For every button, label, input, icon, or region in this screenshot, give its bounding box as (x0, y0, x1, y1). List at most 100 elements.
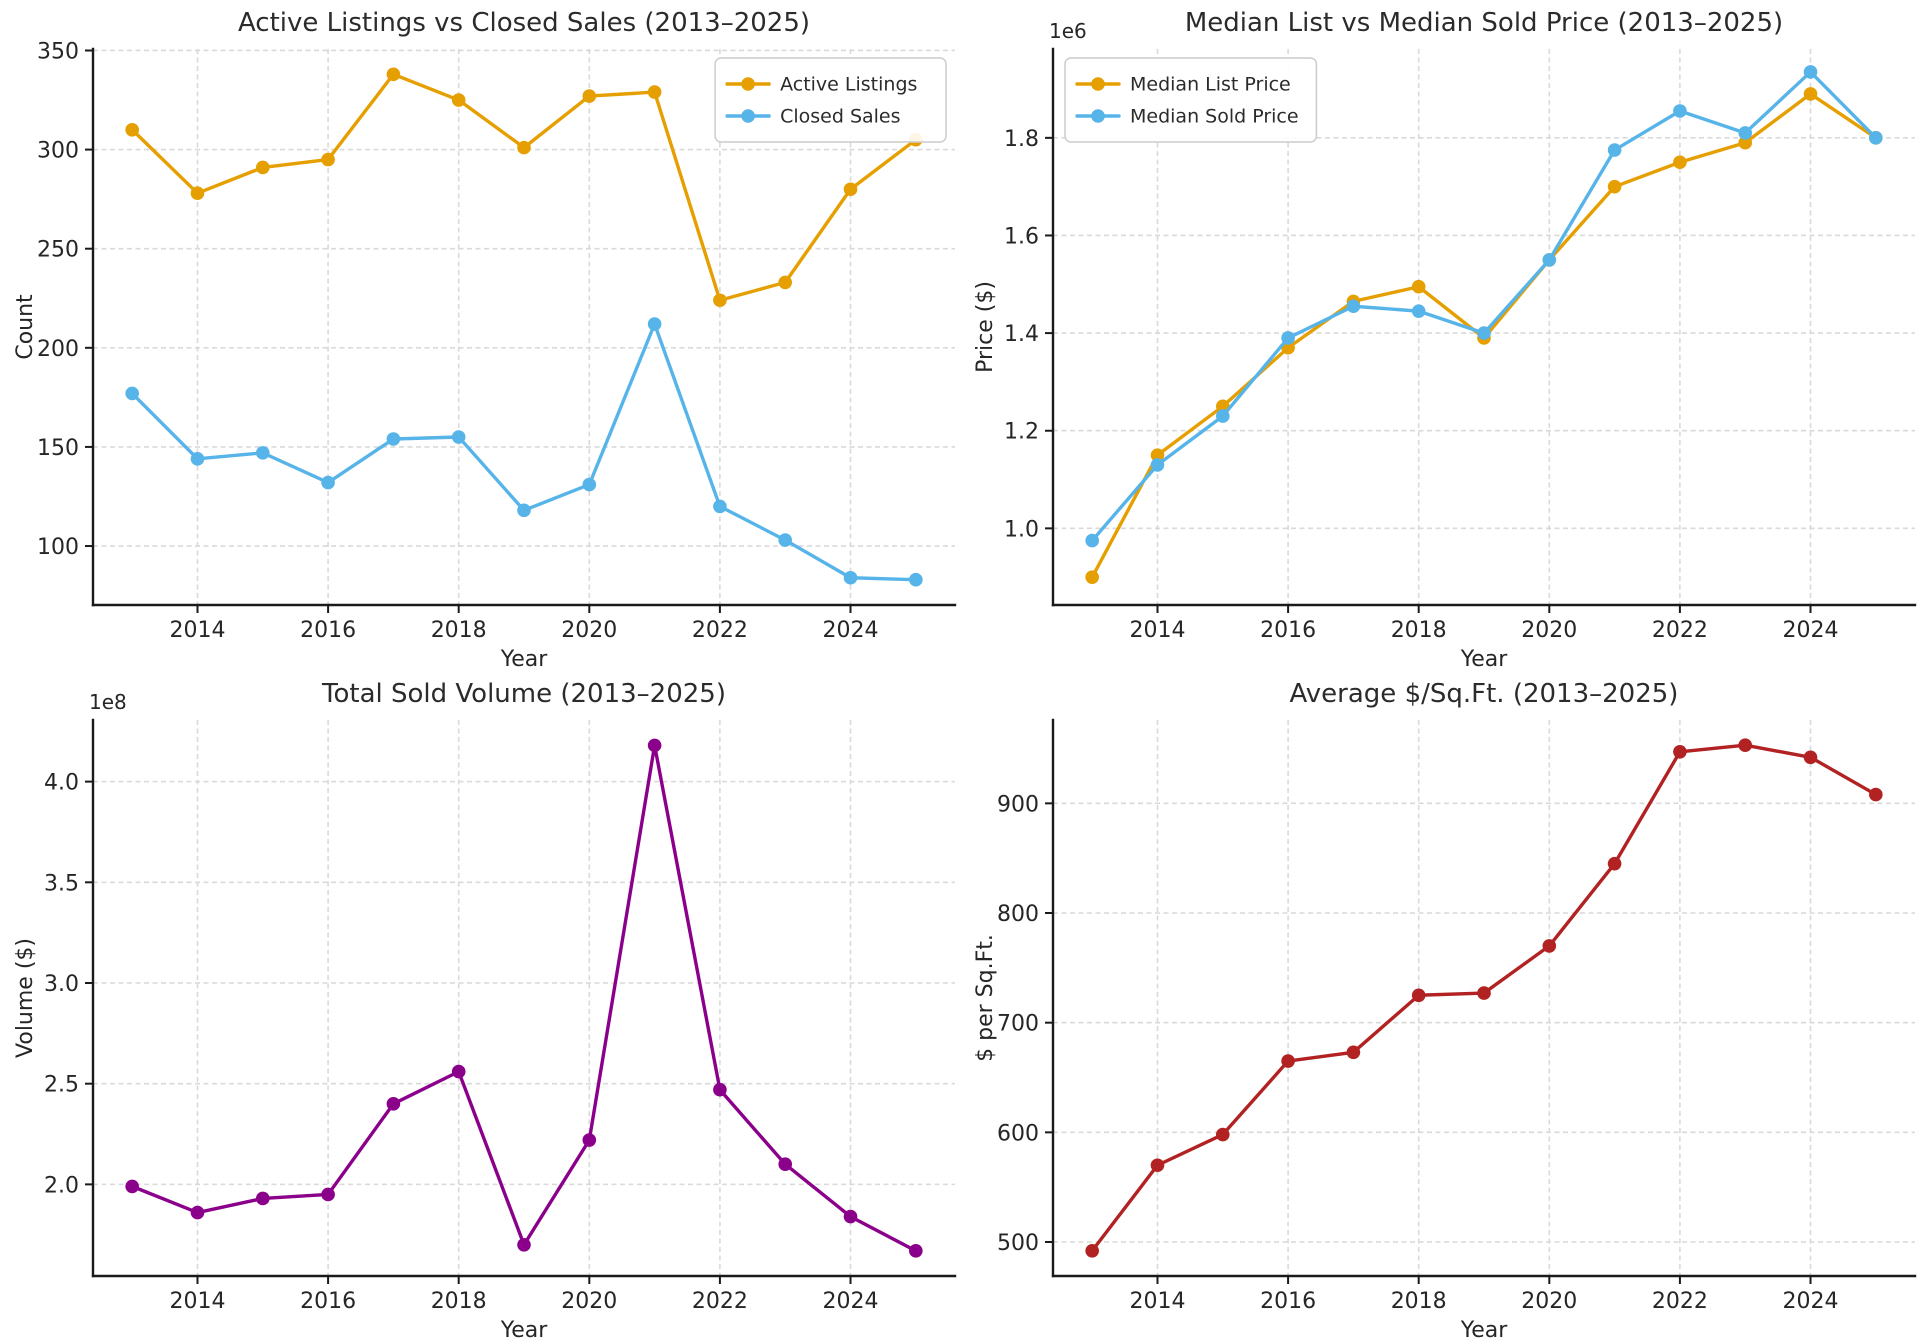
data-point-marker (1085, 533, 1099, 548)
y-axis-label: Price ($) (973, 281, 998, 373)
x-tick-label: 2022 (692, 1289, 748, 1314)
chart-median-list-vs-sold: 2014 2016 2018 2020 2022 2024 1.0 1.2 1.4 1.6 1.8 1… (960, 0, 1920, 672)
y-tick-label: 900 (997, 792, 1039, 817)
x-tick-label: 2018 (431, 618, 487, 643)
data-point-marker (386, 67, 401, 82)
data-point-marker (1281, 331, 1295, 345)
y-tick-label: 150 (37, 436, 79, 461)
x-tick-label: 2020 (561, 1289, 617, 1314)
data-point-marker (843, 1209, 858, 1224)
y-tick-label: 1.4 (1004, 322, 1039, 347)
data-point-marker (451, 1064, 466, 1079)
axis-spines (1051, 47, 1917, 607)
x-tick-label: 2016 (300, 1289, 356, 1314)
y-tick-label: 3.5 (44, 871, 79, 896)
chart-total-sold-volume: 2014 2016 2018 2020 2022 2024 2.0 2.5 3.0 3.5 4.0 1… (0, 671, 960, 1343)
x-tick-label: 2024 (823, 1289, 879, 1314)
chart-svg: 2014 2016 2018 2020 2022 2024 100 150 200 250 300 3… (13, 8, 957, 672)
tick-marks (1045, 802, 1812, 1284)
tick-marks (1045, 136, 1812, 613)
y-tick-label: 1.6 (1004, 224, 1039, 249)
axis-spines (91, 718, 957, 1278)
y-tick-label: 600 (997, 1121, 1039, 1146)
data-point-marker (125, 1179, 139, 1194)
data-point-marker (1346, 299, 1361, 314)
y-tick-label: 700 (997, 1012, 1039, 1037)
gridlines (1053, 720, 1915, 1276)
series-markers (1085, 738, 1883, 1258)
x-axis-label: Year (1460, 1318, 1509, 1343)
data-point-marker (1411, 988, 1426, 1003)
legend-swatch-marker (741, 77, 755, 91)
data-point-marker (190, 186, 205, 201)
data-point-marker (321, 152, 335, 167)
chart-active-vs-closed: 2014 2016 2018 2020 2022 2024 100 150 200 250 300 3… (0, 0, 960, 672)
x-tick-label: 2022 (692, 618, 748, 643)
chart-title: Median List vs Median Sold Price (2013–2… (1185, 8, 1783, 38)
y-tick-label: 300 (37, 139, 79, 164)
legend-box (1064, 57, 1318, 143)
y-tick-label: 2.0 (44, 1173, 79, 1198)
data-point-marker (778, 533, 793, 547)
data-point-marker (778, 275, 793, 290)
series-markers (125, 67, 923, 308)
x-tick-label: 2024 (1783, 618, 1839, 643)
data-point-marker (1215, 409, 1230, 423)
data-point-marker (1085, 1243, 1099, 1258)
axis-offset-label: 1e6 (1049, 19, 1087, 43)
tick-labels: 2014 2016 2018 2020 2022 2024 100 150 200 250 300 3… (37, 39, 879, 643)
chart-title: Active Listings vs Closed Sales (2013–20… (238, 8, 810, 38)
data-point-marker (1673, 104, 1687, 118)
gridlines (1053, 49, 1915, 605)
x-tick-label: 2022 (1652, 618, 1708, 643)
chart-avg-price-per-sqft: 2014 2016 2018 2020 2022 2024 500 600 700 800 900 A… (960, 671, 1920, 1343)
legend-box (714, 57, 947, 143)
data-point-marker (778, 1157, 793, 1172)
data-point-marker (582, 1133, 597, 1147)
chart-title: Average $/Sq.Ft. (2013–2025) (1290, 679, 1679, 709)
data-point-marker (321, 1187, 335, 1202)
y-tick-label: 1.0 (1004, 517, 1039, 542)
legend-swatch-marker (1091, 77, 1105, 91)
data-point-marker (713, 499, 727, 514)
tick-labels: 2014 2016 2018 2020 2022 2024 1.0 1.2 1.4 1.6 1.8 (1004, 127, 1839, 643)
data-point-marker (1803, 87, 1818, 101)
data-point-marker (647, 317, 662, 331)
data-point-marker (713, 293, 727, 308)
axis-offset-label: 1e8 (89, 690, 127, 714)
data-point-marker (1542, 253, 1557, 267)
x-tick-label: 2018 (1391, 618, 1447, 643)
data-point-marker (1150, 458, 1165, 472)
data-point-marker (125, 386, 139, 401)
data-point-marker (517, 140, 531, 155)
tick-labels: 2014 2016 2018 2020 2022 2024 2.0 2.5 3.0 3.5 4.0 (44, 771, 879, 1314)
data-point-marker (843, 570, 858, 585)
legend-label: Median Sold Price (1130, 106, 1299, 128)
data-point-marker (1411, 279, 1426, 294)
x-tick-label: 2014 (169, 618, 225, 643)
legend-swatch-marker (1091, 109, 1105, 123)
data-point-marker (386, 1097, 401, 1111)
chart-svg: 2014 2016 2018 2020 2022 2024 500 600 700 800 900 A… (973, 679, 1917, 1343)
tick-marks (85, 780, 852, 1284)
data-point-marker (582, 89, 597, 103)
y-axis-label: Count (13, 294, 38, 360)
data-point-marker (255, 160, 270, 175)
series-markers (125, 317, 923, 587)
x-tick-label: 2020 (561, 618, 617, 643)
data-point-marker (1869, 787, 1883, 802)
data-point-marker (1607, 179, 1622, 194)
data-point-marker (582, 477, 597, 492)
legend-label: Median List Price (1130, 74, 1291, 96)
data-point-marker (1803, 65, 1818, 79)
x-axis-label: Year (500, 647, 549, 672)
data-point-marker (451, 93, 466, 107)
data-point-marker (909, 572, 923, 587)
y-tick-label: 800 (997, 902, 1039, 927)
y-tick-label: 4.0 (44, 771, 79, 796)
data-point-marker (1477, 986, 1491, 1000)
tick-marks (85, 49, 852, 613)
data-point-marker (125, 122, 139, 137)
data-point-marker (1738, 738, 1753, 753)
